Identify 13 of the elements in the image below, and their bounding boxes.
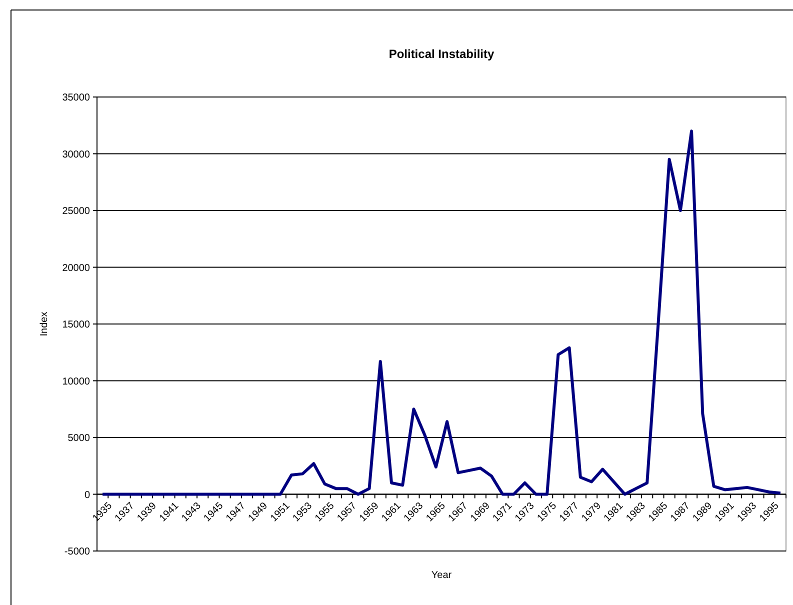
chart-title: Political Instability [388, 47, 495, 61]
y-tick-label: 25000 [62, 206, 90, 217]
line-series [101, 130, 782, 496]
y-tick-label: 35000 [62, 92, 90, 104]
y-tick-label: 20000 [62, 262, 90, 274]
y-tick-label: -5000 [64, 546, 90, 558]
x-axis-title: Year [431, 570, 452, 581]
y-axis-title: Index [39, 312, 50, 336]
y-tick-label: 0 [84, 490, 90, 501]
y-tick-label: 5000 [68, 433, 90, 444]
y-tick-label: 15000 [62, 320, 90, 330]
y-tick-label: 30000 [62, 149, 90, 160]
y-tick-label: 10000 [62, 376, 90, 388]
